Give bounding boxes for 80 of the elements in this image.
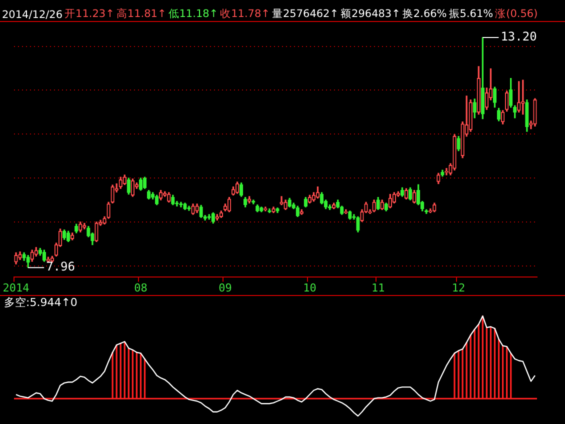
candlestick [272, 206, 276, 214]
candlestick [215, 214, 219, 221]
candlestick [432, 202, 436, 212]
candlestick [14, 252, 18, 264]
candlestick [372, 200, 376, 212]
candlestick [533, 98, 537, 127]
annotation: 13.20 [500, 30, 537, 44]
candlestick [264, 206, 268, 212]
candlestick [444, 168, 448, 176]
candlestick [179, 202, 183, 208]
candlestick [268, 208, 272, 214]
candlestick [460, 121, 464, 158]
candlestick [207, 214, 211, 220]
candlestick [388, 194, 392, 208]
text: 涨(0.56) [495, 7, 538, 21]
chart-title: 多空:5.944↑0 [3, 296, 78, 310]
candlestick [159, 190, 163, 200]
candlestick [456, 136, 460, 152]
candlestick [472, 98, 476, 118]
candlestick [440, 170, 444, 177]
candlestick [50, 256, 54, 263]
x-tick-label: 2014 [2, 281, 30, 294]
candlestick [316, 186, 320, 199]
x-tick-label: 09 [218, 281, 232, 294]
candlestick [171, 194, 175, 206]
candlestick [276, 208, 280, 214]
x-tick-label: 10 [303, 281, 316, 294]
candlestick [400, 187, 404, 197]
candlestick [348, 210, 352, 220]
candlestick [408, 187, 412, 200]
x-tick-label: 11 [371, 281, 385, 294]
candlestick [235, 182, 240, 194]
candlestick [195, 204, 199, 214]
candlestick [260, 206, 264, 212]
candlestick [199, 204, 203, 218]
text: 开11.23↑ [64, 7, 114, 21]
text: 振5.61% [448, 7, 494, 21]
candlestick [130, 178, 135, 197]
candlestick [191, 204, 195, 215]
x-tick-label: 08 [134, 281, 148, 294]
candlestick [154, 194, 159, 206]
annotation: 7.96 [46, 260, 75, 274]
candlestick [187, 206, 191, 211]
text: 高11.81↑ [116, 7, 166, 21]
candlestick [126, 178, 130, 195]
text: 量2576462↑ [272, 7, 339, 21]
text: 换2.66% [402, 7, 447, 21]
candlestick [288, 198, 292, 208]
candlestick [256, 204, 260, 212]
candlestick [476, 66, 480, 115]
candlestick [142, 176, 147, 189]
candlestick [496, 108, 501, 122]
candlestick [340, 206, 344, 215]
candlestick [356, 216, 360, 232]
text: 收11.78↑ [220, 7, 270, 21]
candlestick [521, 80, 525, 115]
candlestick [227, 197, 232, 212]
candlestick [94, 222, 98, 242]
candlestick [504, 90, 509, 112]
candlestick [138, 178, 143, 191]
candlestick [183, 202, 187, 210]
candlestick [308, 194, 312, 204]
candlestick [280, 196, 284, 206]
candlestick [492, 86, 497, 108]
candlestick [26, 254, 30, 268]
candlestick [412, 190, 416, 204]
candlestick [284, 200, 288, 210]
candlestick [18, 251, 22, 260]
text: 额296483↑ [340, 7, 400, 21]
candlestick [175, 200, 179, 206]
x-tick-label: 12 [452, 281, 466, 294]
text: 2014/12/26 [2, 9, 63, 21]
candlestick [525, 100, 529, 132]
candlestick [22, 252, 26, 261]
candlestick [74, 224, 78, 234]
text: 低11.18↑ [168, 7, 218, 21]
candlestick [376, 197, 380, 210]
candlestick [436, 172, 440, 184]
candlestick [384, 202, 388, 212]
candlestick [480, 37, 485, 120]
